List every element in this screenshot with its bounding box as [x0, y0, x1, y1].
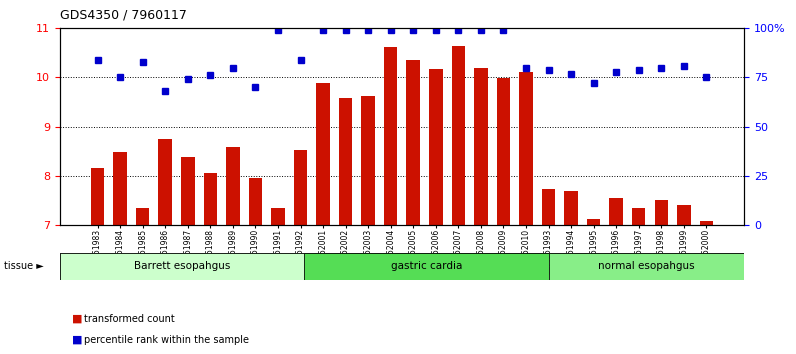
Bar	[158, 139, 172, 225]
Bar	[181, 157, 194, 225]
Text: transformed count: transformed count	[84, 314, 174, 324]
Bar	[361, 96, 375, 225]
Bar	[610, 198, 623, 225]
Bar	[677, 205, 691, 225]
Text: Barrett esopahgus: Barrett esopahgus	[134, 261, 230, 272]
Bar	[700, 221, 713, 225]
Bar	[587, 219, 600, 225]
Bar	[113, 152, 127, 225]
Text: normal esopahgus: normal esopahgus	[598, 261, 695, 272]
Text: ■: ■	[72, 314, 82, 324]
Bar	[226, 147, 240, 225]
Text: gastric cardia: gastric cardia	[391, 261, 462, 272]
Bar	[271, 207, 285, 225]
Bar	[451, 46, 465, 225]
Text: tissue ►: tissue ►	[4, 261, 44, 271]
Bar	[519, 72, 533, 225]
Bar	[564, 192, 578, 225]
Text: ■: ■	[72, 335, 82, 345]
Text: percentile rank within the sample: percentile rank within the sample	[84, 335, 248, 345]
Bar	[294, 150, 307, 225]
Bar	[474, 68, 488, 225]
Bar	[316, 83, 330, 225]
Text: GDS4350 / 7960117: GDS4350 / 7960117	[60, 9, 186, 22]
Bar	[91, 168, 104, 225]
Bar	[204, 173, 217, 225]
Bar	[542, 189, 556, 225]
Bar	[497, 79, 510, 225]
Bar	[60, 253, 304, 280]
Bar	[339, 98, 353, 225]
Bar	[654, 200, 668, 225]
Bar	[384, 47, 397, 225]
Bar	[548, 253, 744, 280]
Bar	[136, 207, 150, 225]
Bar	[632, 207, 646, 225]
Bar	[407, 60, 420, 225]
Bar	[429, 69, 443, 225]
Bar	[248, 178, 262, 225]
Bar	[304, 253, 548, 280]
